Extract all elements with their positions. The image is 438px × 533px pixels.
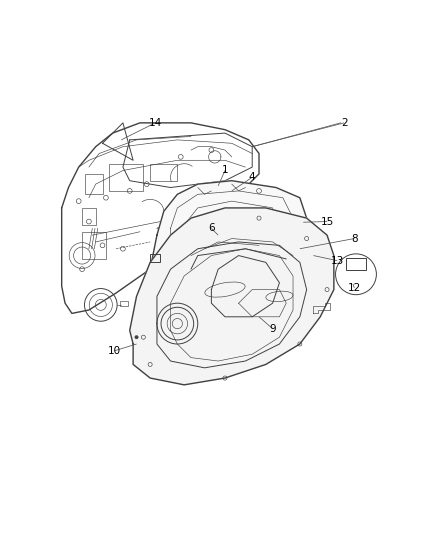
Text: 8: 8 — [350, 233, 357, 244]
Circle shape — [335, 254, 375, 295]
Circle shape — [134, 335, 138, 339]
Text: 2: 2 — [340, 118, 346, 128]
Text: 10: 10 — [108, 346, 121, 356]
Polygon shape — [143, 341, 184, 371]
Text: 1: 1 — [221, 166, 228, 175]
Bar — [82, 232, 106, 259]
Text: 12: 12 — [347, 283, 360, 293]
Bar — [346, 258, 365, 270]
Polygon shape — [130, 208, 333, 385]
Text: 14: 14 — [148, 118, 162, 128]
Bar — [82, 208, 95, 225]
Bar — [85, 174, 102, 195]
Bar — [150, 254, 160, 262]
Text: 15: 15 — [320, 216, 333, 227]
Text: 6: 6 — [208, 223, 214, 233]
Bar — [109, 164, 143, 191]
Text: 13: 13 — [330, 256, 343, 265]
Polygon shape — [150, 181, 306, 303]
Bar — [120, 301, 127, 306]
Bar — [150, 164, 177, 181]
Text: 9: 9 — [268, 324, 276, 334]
Text: 4: 4 — [248, 172, 255, 182]
